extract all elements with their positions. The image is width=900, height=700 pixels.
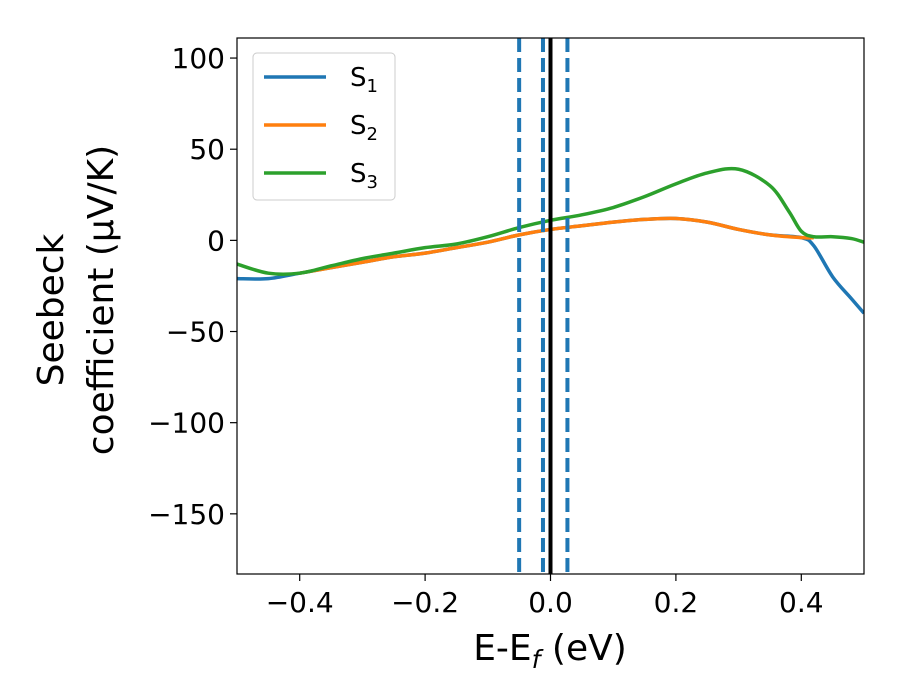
legend-label-2: S2 — [350, 111, 378, 145]
y-tick-label: 100 — [172, 42, 225, 75]
legend: S1 S2 S3 — [252, 52, 396, 201]
x-axis-title-main: E-E — [473, 628, 531, 669]
y-tick-label: −100 — [148, 407, 225, 440]
x-axis-title-unit: (eV) — [540, 628, 626, 669]
x-tick-label: −0.2 — [391, 586, 459, 619]
x-tick-label: 0.4 — [779, 586, 824, 619]
series-line-2 — [299, 216, 814, 275]
y-ticks: 100 50 0 −50 −100 −150 — [148, 42, 237, 531]
x-ticks: −0.4 −0.2 0.0 0.2 0.4 — [266, 574, 824, 619]
x-tick-label: 0.2 — [654, 586, 699, 619]
x-tick-label: 0.0 — [528, 586, 573, 619]
legend-label-3: S3 — [350, 159, 378, 193]
series-line-3 — [237, 166, 864, 276]
x-tick-label: −0.4 — [266, 586, 334, 619]
y-tick-label: −50 — [166, 316, 225, 349]
y-tick-label: 50 — [189, 133, 225, 166]
y-axis-title-line1: Seebeck — [31, 233, 72, 386]
legend-entries: S1 S2 S3 — [264, 63, 378, 193]
x-axis-title: E-Ef (eV) — [473, 628, 627, 674]
y-tick-label: 0 — [207, 224, 225, 257]
legend-label-1: S1 — [350, 63, 378, 97]
y-axis-title-line2: coefficient (μV/K) — [81, 145, 122, 455]
y-tick-label: −150 — [148, 498, 225, 531]
vertical-lines — [517, 38, 570, 574]
